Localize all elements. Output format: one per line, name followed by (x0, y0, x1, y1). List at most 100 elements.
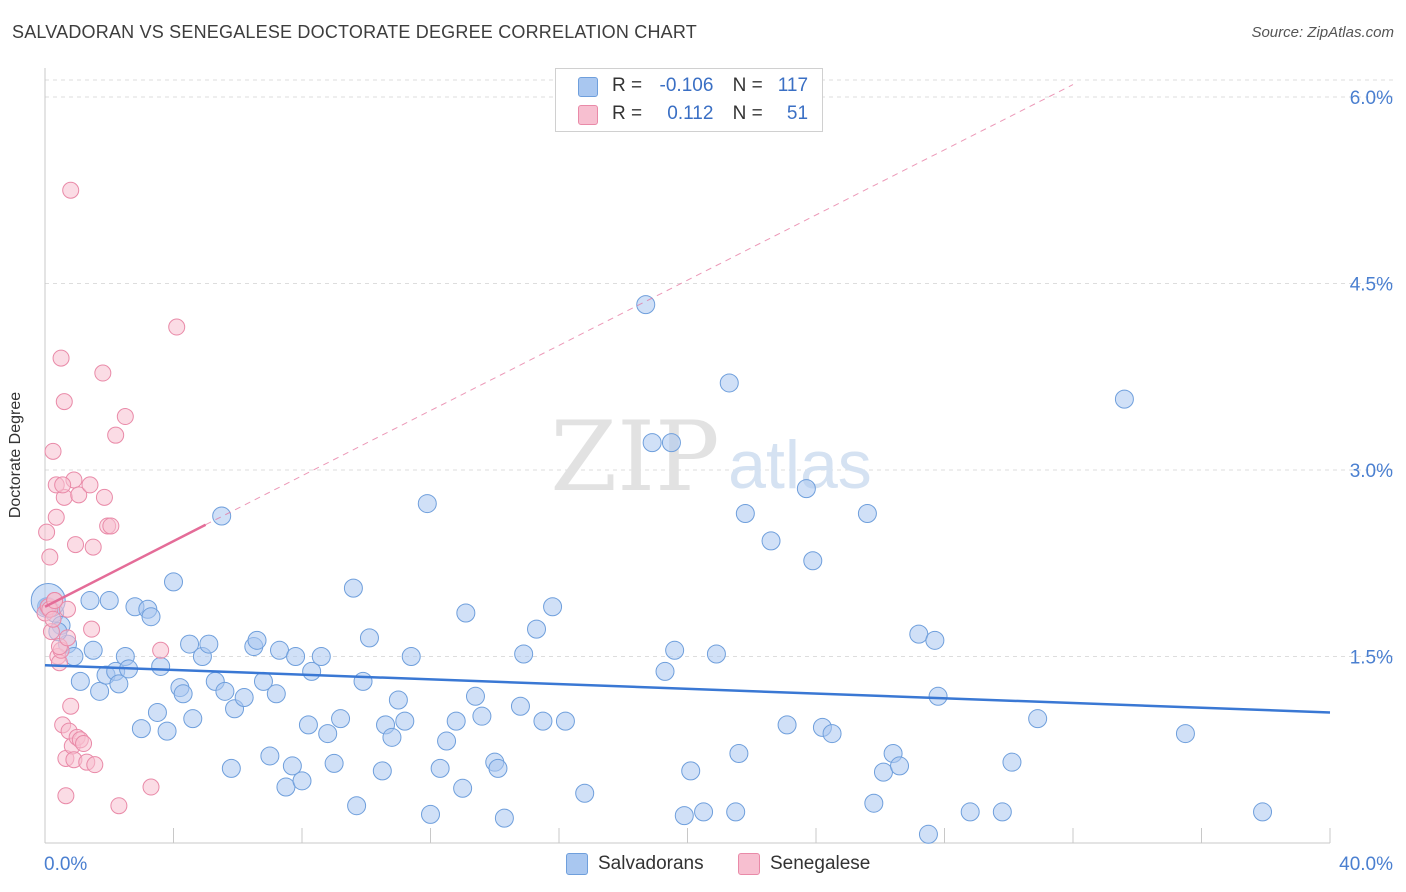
salvadorans-point (90, 681, 110, 701)
salvadorans-point (719, 373, 739, 393)
senegalese-point (38, 523, 56, 541)
salvadorans-legend-label: Salvadorans (598, 853, 704, 874)
y-tick-label: 1.5% (1350, 648, 1393, 669)
salvadorans-point (372, 761, 392, 781)
salvadorans-point (151, 656, 171, 676)
senegalese-point (44, 610, 62, 628)
x-tick-label-min: 0.0% (44, 854, 87, 875)
salvadorans-point (446, 711, 466, 731)
salvadorans-point (665, 640, 685, 660)
salvadorans-point (292, 771, 312, 791)
salvadorans-point (157, 721, 177, 741)
salvadorans-point (992, 802, 1012, 822)
legend-n-value: 51 (786, 103, 809, 124)
salvadorans-point (1175, 724, 1195, 744)
senegalese-point (58, 629, 76, 647)
salvadorans-point (456, 603, 476, 623)
legend-n-value: 117 (777, 75, 809, 96)
senegalese-point (107, 426, 125, 444)
salvadorans-point (286, 647, 306, 666)
salvadorans-point (803, 551, 823, 571)
salvadorans-swatch (578, 77, 598, 97)
salvadorans-point (388, 690, 408, 710)
watermark: ZIP atlas (550, 401, 871, 513)
salvadorans-point (430, 758, 450, 778)
source-label: Source: ZipAtlas.com (1251, 24, 1394, 41)
legend-r-value: 0.112 (667, 103, 714, 124)
salvadorans-point (382, 727, 402, 747)
salvadorans-point (777, 715, 797, 735)
trend-lines (44, 84, 1331, 714)
senegalese-legend-label: Senegalese (770, 853, 871, 874)
senegalese-point (58, 600, 76, 618)
salvadorans-point (270, 640, 290, 660)
salvadorans-point (421, 804, 440, 824)
salvadorans-point (1253, 802, 1273, 822)
grid-lines (45, 79, 1395, 657)
salvadorans-point (331, 709, 351, 729)
watermark-zip: ZIP (550, 401, 719, 513)
salvadorans-point (221, 758, 241, 778)
salvadorans-point (131, 719, 151, 739)
salvadorans-point (527, 619, 547, 639)
senegalese-point (52, 349, 70, 367)
salvadorans-point (555, 711, 575, 731)
senegalese-point (70, 486, 88, 504)
salvadorans-point (1002, 752, 1022, 772)
salvadorans-point (183, 709, 203, 729)
salvadorans-point (1114, 389, 1134, 409)
salvadorans-point (347, 796, 367, 816)
salvadorans-point (864, 793, 884, 813)
salvadorans-point (324, 753, 344, 773)
legend-n-label: N = (732, 75, 763, 96)
y-tick-label: 3.0% (1350, 461, 1393, 482)
legend-n-label: N = (732, 103, 763, 124)
salvadorans-point (636, 295, 656, 315)
bottom-legend-salvadorans: Salvadorans (566, 852, 704, 876)
salvadorans-point (247, 630, 267, 650)
senegalese-point (94, 364, 112, 382)
senegalese-swatch (578, 105, 598, 125)
salvadorans-point (215, 681, 235, 701)
salvadorans-point (726, 802, 746, 822)
y-tick-label: 6.0% (1350, 88, 1393, 109)
salvadorans-point (514, 644, 534, 664)
senegalese-legend-swatch (738, 853, 760, 875)
senegalese-point (44, 442, 62, 460)
senegalese-point (57, 787, 75, 805)
senegalese-point (67, 536, 85, 554)
salvadorans-point (234, 688, 254, 708)
salvadorans-point (141, 607, 161, 627)
salvadorans-point (282, 756, 302, 776)
salvadorans-point (575, 783, 595, 803)
salvadorans-point (694, 802, 714, 822)
salvadorans-point (173, 684, 193, 704)
senegalese-point (47, 508, 65, 526)
salvadorans-point (401, 647, 421, 666)
salvadorans-point (642, 433, 662, 453)
salvadorans-point (873, 762, 893, 782)
salvadorans-point (212, 506, 232, 526)
salvadorans-point (681, 761, 701, 781)
salvadorans-point (311, 647, 331, 666)
senegalese-point (142, 778, 160, 796)
senegalese-point (83, 620, 101, 638)
senegalese-point (95, 488, 113, 506)
salvadorans-point (857, 504, 877, 524)
senegalese-point (152, 641, 170, 659)
salvadorans-point (453, 778, 473, 798)
salvadorans-point (318, 724, 338, 744)
salvadorans-point (533, 711, 553, 731)
salvadorans-point (729, 743, 749, 763)
salvadorans-point (298, 715, 318, 735)
salvadorans-point (266, 684, 286, 704)
y-tick-label: 4.5% (1350, 275, 1393, 296)
senegalese-point (116, 408, 134, 426)
senegalese-trend-extension (205, 84, 1074, 526)
salvadorans-points (30, 295, 1273, 844)
senegalese-point (168, 318, 186, 336)
senegalese-point (86, 756, 104, 774)
correlation-legend: R = -0.106 N = 117 R = 0.112 N = 51 (555, 68, 823, 132)
salvadorans-point (674, 806, 694, 826)
